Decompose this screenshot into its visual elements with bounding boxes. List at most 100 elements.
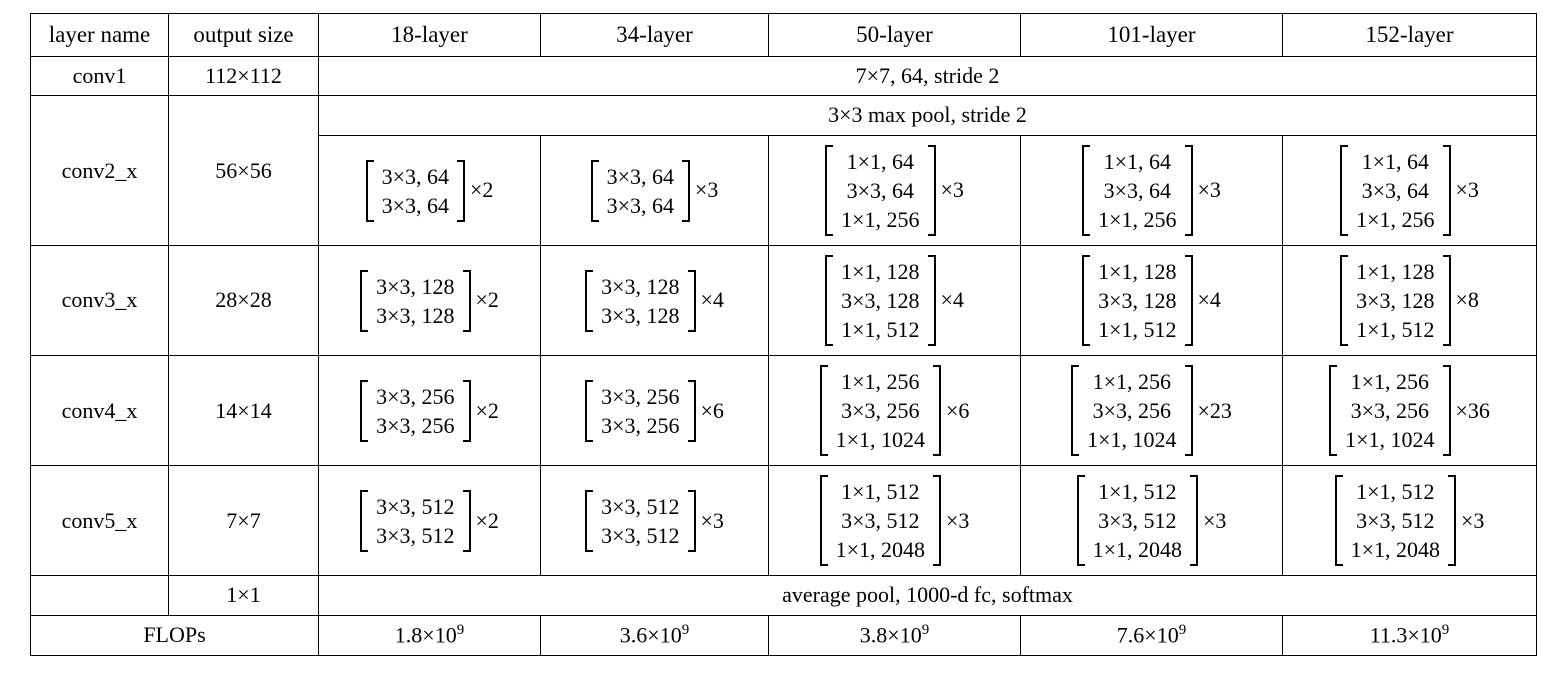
residual-block: 1×1, 256 3×3, 256 1×1, 1024 ×6 bbox=[819, 365, 970, 457]
flops-value: 7.6×10 bbox=[1116, 622, 1179, 648]
residual-block: 1×1, 256 3×3, 256 1×1, 1024 ×36 bbox=[1329, 365, 1490, 457]
block-line: 1×1, 512 bbox=[1356, 479, 1435, 505]
block-lines: 1×1, 128 3×3, 128 1×1, 512 bbox=[839, 255, 921, 346]
block-line: 1×1, 64 bbox=[1361, 149, 1429, 175]
block-multiplier: ×4 bbox=[1197, 287, 1221, 313]
right-bracket-icon bbox=[462, 379, 471, 442]
block-line: 1×1, 256 bbox=[1350, 369, 1429, 395]
right-bracket-icon bbox=[687, 269, 696, 332]
flops-value: 3.6×10 bbox=[619, 622, 682, 648]
left-bracket-icon bbox=[585, 379, 594, 442]
block-line: 1×1, 2048 bbox=[1350, 537, 1440, 563]
left-bracket-icon bbox=[1071, 365, 1080, 457]
right-bracket-icon bbox=[1190, 475, 1198, 567]
block-line: 1×1, 256 bbox=[1356, 207, 1435, 233]
block-lines: 1×1, 128 3×3, 128 1×1, 512 bbox=[1096, 255, 1178, 346]
residual-block: 1×1, 128 3×3, 128 1×1, 512 ×4 bbox=[825, 255, 964, 347]
left-bracket-icon bbox=[1340, 255, 1349, 347]
block-line: 1×1, 512 bbox=[841, 479, 920, 505]
residual-block: 1×1, 128 3×3, 128 1×1, 512 ×4 bbox=[1082, 255, 1221, 347]
right-bracket-icon bbox=[687, 379, 696, 442]
residual-block: 1×1, 64 3×3, 64 1×1, 256 ×3 bbox=[825, 145, 964, 237]
block-line: 3×3, 256 bbox=[1092, 398, 1171, 424]
block-lines: 3×3, 128 3×3, 128 bbox=[599, 270, 681, 332]
right-bracket-icon bbox=[462, 489, 471, 552]
right-bracket-icon bbox=[682, 159, 690, 222]
header-18-layer: 18-layer bbox=[318, 13, 541, 57]
block-multiplier: ×3 bbox=[940, 177, 964, 203]
block-line: 1×1, 1024 bbox=[1087, 427, 1177, 453]
conv2-maxpool-row: conv2_x 56×56 3×3 max pool, stride 2 bbox=[30, 95, 1537, 247]
conv5-row: conv5_x 7×7 3×3, 512 3×3, 512 ×2 3×3, 512… bbox=[30, 465, 1537, 577]
conv4-block-101: 1×1, 256 3×3, 256 1×1, 1024 ×23 bbox=[1020, 355, 1283, 467]
conv3-block-18: 3×3, 128 3×3, 128 ×2 bbox=[318, 245, 541, 357]
right-bracket-icon bbox=[933, 475, 941, 567]
right-bracket-icon bbox=[687, 489, 696, 552]
conv2-block-34: 3×3, 64 3×3, 64 ×3 bbox=[540, 135, 769, 247]
left-bracket-icon bbox=[360, 489, 369, 552]
header-34-layer: 34-layer bbox=[540, 13, 769, 57]
right-bracket-icon bbox=[1442, 255, 1451, 347]
block-line: 3×3, 64 bbox=[846, 178, 914, 204]
conv5-block-50: 1×1, 512 3×3, 512 1×1, 2048 ×3 bbox=[768, 465, 1021, 577]
conv2-output-cell: 56×56 bbox=[168, 95, 319, 247]
block-line: 3×3, 512 bbox=[376, 493, 455, 519]
flops-exponent: 9 bbox=[1441, 622, 1450, 639]
avgpool-spec-cell: average pool, 1000-d fc, softmax bbox=[318, 575, 1537, 617]
left-bracket-icon bbox=[1329, 365, 1338, 457]
residual-block: 3×3, 512 3×3, 512 ×3 bbox=[585, 489, 724, 552]
block-line: 1×1, 512 bbox=[841, 317, 920, 343]
block-lines: 1×1, 512 3×3, 512 1×1, 2048 bbox=[1091, 475, 1184, 566]
right-bracket-icon bbox=[1184, 145, 1193, 237]
flops-exponent: 9 bbox=[681, 622, 690, 639]
flops-value: 11.3×10 bbox=[1369, 622, 1442, 648]
block-multiplier: ×3 bbox=[1461, 507, 1485, 533]
right-bracket-icon bbox=[457, 159, 465, 222]
block-lines: 3×3, 64 3×3, 64 bbox=[605, 160, 676, 222]
block-line: 3×3, 128 bbox=[841, 288, 920, 314]
block-line: 1×1, 64 bbox=[1103, 149, 1171, 175]
block-line: 3×3, 256 bbox=[601, 412, 680, 438]
block-lines: 1×1, 256 3×3, 256 1×1, 1024 bbox=[834, 365, 927, 456]
right-bracket-icon bbox=[927, 255, 936, 347]
conv3-block-152: 1×1, 128 3×3, 128 1×1, 512 ×8 bbox=[1282, 245, 1537, 357]
conv5-block-152: 1×1, 512 3×3, 512 1×1, 2048 ×3 bbox=[1282, 465, 1537, 577]
block-line: 1×1, 128 bbox=[1098, 259, 1177, 285]
left-bracket-icon bbox=[1340, 145, 1349, 237]
block-line: 3×3, 128 bbox=[601, 273, 680, 299]
block-lines: 1×1, 256 3×3, 256 1×1, 1024 bbox=[1343, 365, 1436, 456]
right-bracket-icon bbox=[1184, 365, 1193, 457]
block-line: 1×1, 2048 bbox=[835, 537, 925, 563]
header-50-layer: 50-layer bbox=[768, 13, 1021, 57]
residual-block: 3×3, 128 3×3, 128 ×4 bbox=[585, 269, 724, 332]
block-line: 1×1, 512 bbox=[1098, 479, 1177, 505]
flops-101-cell: 7.6×109 bbox=[1020, 615, 1283, 656]
avgpool-empty-cell bbox=[30, 575, 169, 617]
left-bracket-icon bbox=[819, 475, 828, 567]
block-lines: 3×3, 128 3×3, 128 bbox=[374, 270, 456, 332]
right-bracket-icon bbox=[927, 145, 936, 237]
right-bracket-icon bbox=[1184, 255, 1193, 347]
block-line: 1×1, 2048 bbox=[1092, 537, 1182, 563]
left-bracket-icon bbox=[1082, 145, 1091, 237]
conv3-name-cell: conv3_x bbox=[30, 245, 169, 357]
block-line: 3×3, 64 bbox=[1103, 178, 1171, 204]
left-bracket-icon bbox=[1076, 475, 1085, 567]
block-line: 3×3, 256 bbox=[841, 398, 920, 424]
flops-exponent: 9 bbox=[921, 622, 930, 639]
left-bracket-icon bbox=[1334, 475, 1343, 567]
block-multiplier: ×6 bbox=[946, 397, 970, 423]
flops-value: 3.8×10 bbox=[859, 622, 922, 648]
conv4-block-18: 3×3, 256 3×3, 256 ×2 bbox=[318, 355, 541, 467]
conv2-block-152: 1×1, 64 3×3, 64 1×1, 256 ×3 bbox=[1282, 135, 1537, 247]
flops-label-cell: FLOPs bbox=[30, 615, 319, 656]
block-lines: 3×3, 256 3×3, 256 bbox=[374, 380, 456, 442]
flops-row: FLOPs 1.8×109 3.6×109 3.8×109 7.6×109 11… bbox=[30, 615, 1537, 656]
conv4-row: conv4_x 14×14 3×3, 256 3×3, 256 ×2 3×3, 2… bbox=[30, 355, 1537, 467]
block-multiplier: ×3 bbox=[695, 177, 719, 203]
left-bracket-icon bbox=[1082, 255, 1091, 347]
block-lines: 1×1, 512 3×3, 512 1×1, 2048 bbox=[834, 475, 927, 566]
flops-exponent: 9 bbox=[456, 622, 465, 639]
block-line: 1×1, 256 bbox=[1092, 369, 1171, 395]
block-line: 1×1, 256 bbox=[841, 369, 920, 395]
